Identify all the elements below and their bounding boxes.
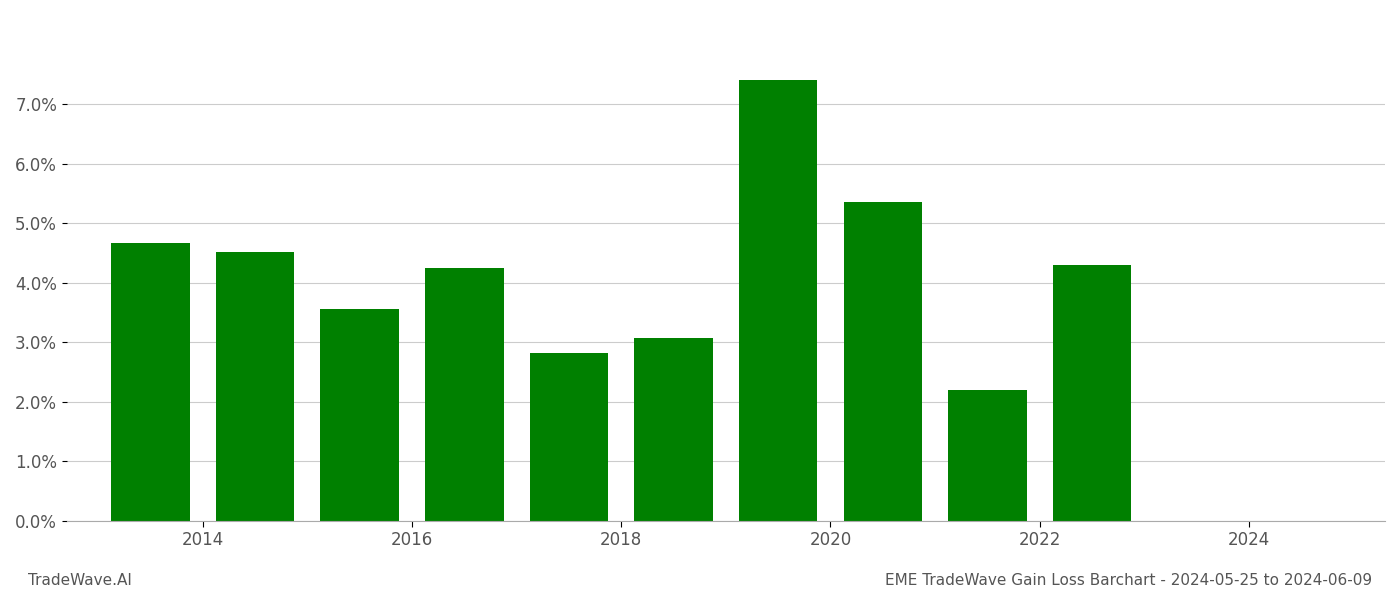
Bar bbox=[739, 80, 818, 521]
Bar bbox=[844, 202, 923, 521]
Bar bbox=[948, 390, 1026, 521]
Bar bbox=[426, 268, 504, 521]
Bar bbox=[321, 310, 399, 521]
Text: EME TradeWave Gain Loss Barchart - 2024-05-25 to 2024-06-09: EME TradeWave Gain Loss Barchart - 2024-… bbox=[885, 573, 1372, 588]
Bar bbox=[216, 252, 294, 521]
Bar bbox=[529, 353, 608, 521]
Bar bbox=[111, 243, 189, 521]
Text: TradeWave.AI: TradeWave.AI bbox=[28, 573, 132, 588]
Bar bbox=[634, 338, 713, 521]
Bar bbox=[1053, 265, 1131, 521]
